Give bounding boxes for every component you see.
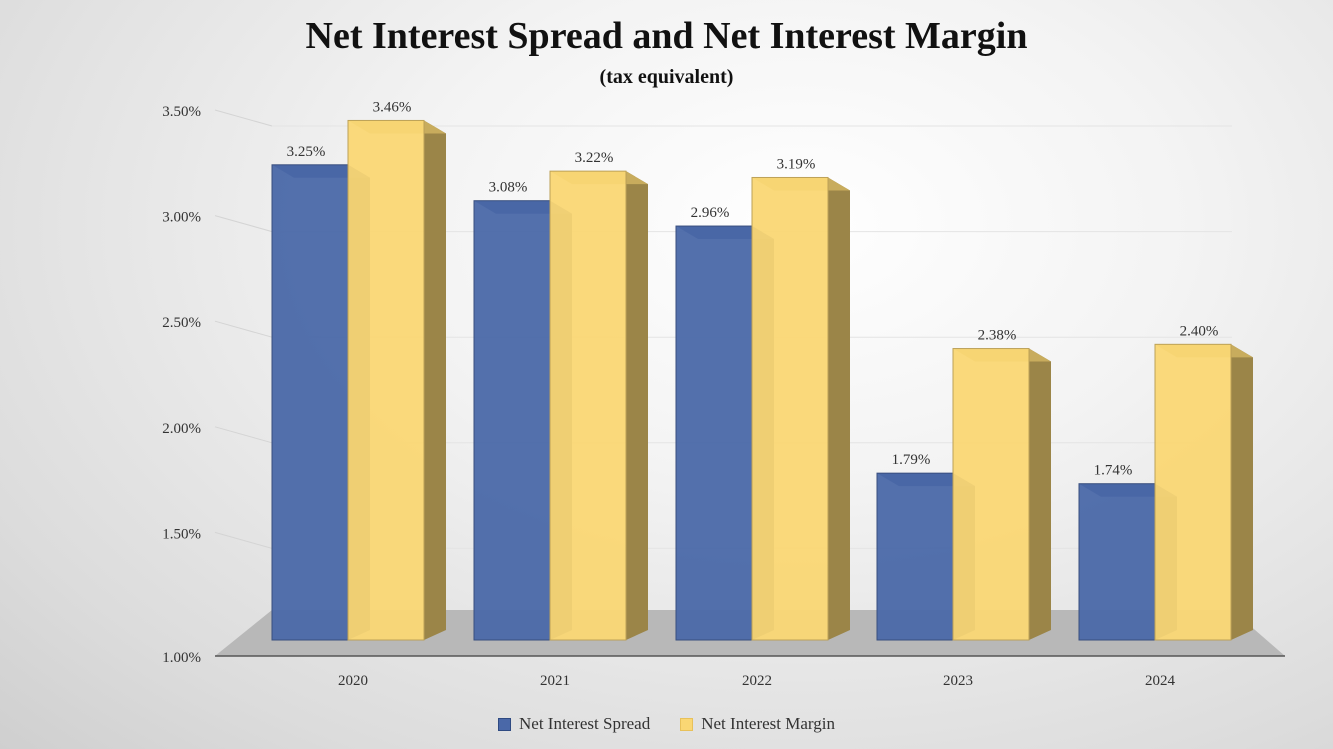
data-label: 2.38%	[978, 328, 1017, 344]
gridline-diagonal	[214, 215, 273, 233]
bar	[347, 119, 425, 641]
bar	[1078, 483, 1156, 641]
chart-subtitle: (tax equivalent)	[599, 66, 734, 88]
gridline-diagonal	[214, 531, 273, 549]
bar-side	[828, 177, 850, 641]
bar-side	[626, 171, 648, 641]
x-tick-label: 2020	[338, 673, 368, 689]
bar	[1154, 343, 1232, 641]
x-axis-ticks: 2020 2021 2022 2023 2024	[338, 673, 1176, 689]
legend: Net Interest Spread Net Interest Margin	[0, 714, 1333, 734]
legend-swatch-spread	[498, 717, 511, 731]
data-label: 1.74%	[1094, 463, 1133, 479]
data-label: 3.08%	[489, 180, 528, 196]
bar	[473, 200, 551, 641]
y-tick-label: 3.50%	[162, 104, 201, 120]
y-axis-ticks: 1.00% 1.50% 2.00% 2.50% 3.00% 3.50%	[162, 104, 201, 666]
legend-label-margin: Net Interest Margin	[701, 714, 835, 733]
y-tick-label: 3.00%	[162, 210, 201, 226]
legend-item-spread: Net Interest Spread	[498, 714, 650, 734]
data-label: 3.19%	[777, 156, 816, 172]
bar	[675, 225, 753, 641]
data-label: 3.25%	[287, 144, 326, 160]
bar	[271, 164, 349, 641]
x-tick-label: 2023	[943, 673, 973, 689]
y-tick-label: 1.50%	[162, 526, 201, 542]
legend-label-spread: Net Interest Spread	[519, 714, 651, 733]
bar-side	[1029, 348, 1051, 640]
bar-side	[1231, 344, 1253, 640]
gridline-diagonal	[214, 109, 273, 127]
data-label: 3.22%	[575, 150, 614, 166]
gridline-diagonal	[214, 426, 273, 444]
data-label: 2.40%	[1180, 323, 1219, 339]
y-tick-label: 2.00%	[162, 421, 201, 437]
bar	[549, 170, 627, 641]
y-tick-label: 2.50%	[162, 315, 201, 331]
data-label: 1.79%	[892, 452, 931, 468]
bar	[952, 348, 1030, 641]
bar-side	[424, 120, 446, 640]
data-label: 3.46%	[373, 99, 412, 115]
legend-item-margin: Net Interest Margin	[680, 714, 835, 734]
x-tick-label: 2021	[540, 673, 570, 689]
bar	[751, 176, 829, 641]
bars	[271, 119, 1253, 641]
y-tick-label: 1.00%	[162, 650, 201, 666]
legend-swatch-margin	[680, 717, 694, 731]
chart-title: Net Interest Spread and Net Interest Mar…	[305, 15, 1028, 57]
data-label: 2.96%	[691, 205, 730, 221]
data-labels: 3.25% 3.46% 3.08% 3.22% 2.96% 3.19% 1.79% 2.38%…	[287, 99, 1219, 478]
gridline-diagonal	[214, 320, 273, 338]
bar	[876, 472, 954, 641]
x-tick-label: 2022	[742, 673, 772, 689]
x-tick-label: 2024	[1145, 673, 1176, 689]
